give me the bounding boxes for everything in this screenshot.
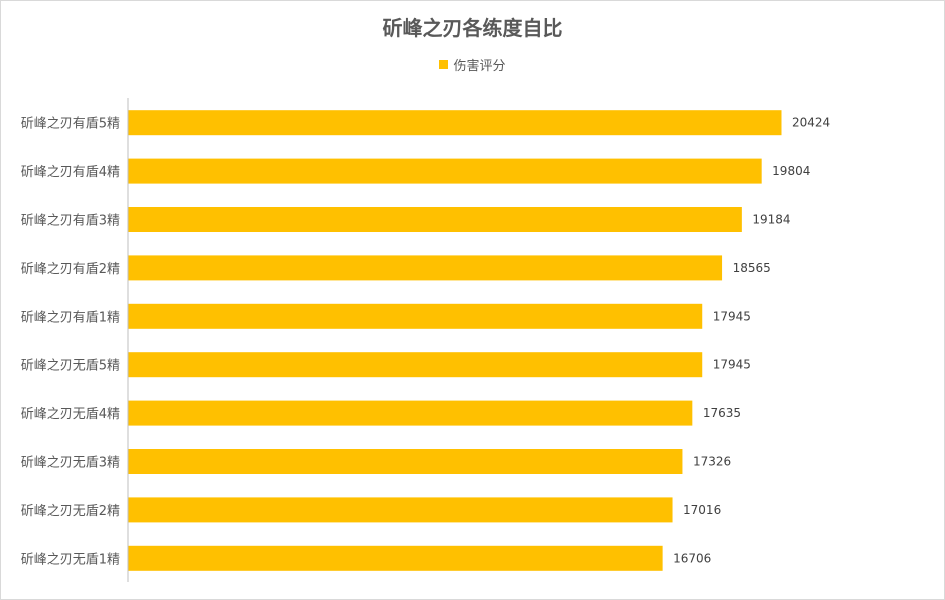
bar-2: [128, 158, 762, 184]
legend-swatch: [439, 60, 449, 69]
category-label: 斫峰之刃无盾3精: [21, 456, 120, 471]
legend-label: 伤害评分: [453, 59, 506, 74]
data-label: 17326: [693, 455, 731, 469]
category-label: 斫峰之刃有盾4精: [21, 165, 120, 180]
bar-4: [128, 255, 723, 281]
bar-5: [128, 303, 703, 329]
bar-6: [128, 352, 703, 378]
category-label: 斫峰之刃有盾3精: [21, 214, 120, 229]
data-label: 17945: [713, 358, 751, 372]
data-label: 17016: [683, 503, 721, 517]
bar-9: [128, 497, 673, 523]
data-label: 19184: [752, 213, 790, 227]
category-label: 斫峰之刃有盾5精: [21, 117, 120, 132]
data-label: 17945: [713, 309, 751, 323]
bar-3: [128, 207, 742, 232]
category-label: 斫峰之刃无盾4精: [21, 407, 120, 422]
category-label: 斫峰之刃无盾5精: [21, 359, 120, 374]
chart-title: 斫峰之刃各练度自比: [382, 16, 563, 40]
bar-1: [128, 110, 782, 136]
category-label: 斫峰之刃无盾2精: [21, 504, 120, 519]
bar-10: [128, 545, 663, 571]
data-label: 17635: [703, 406, 741, 420]
data-label: 19804: [772, 164, 810, 178]
category-label: 斫峰之刃无盾1精: [21, 552, 120, 567]
legend: 伤害评分: [0, 55, 945, 74]
data-label: 16706: [673, 551, 711, 565]
category-label: 斫峰之刃有盾2精: [21, 262, 120, 277]
data-label: 20424: [792, 116, 830, 130]
category-label: 斫峰之刃有盾1精: [21, 310, 120, 325]
data-label: 18565: [733, 261, 771, 275]
bar-8: [128, 449, 683, 474]
bar-7: [128, 400, 693, 426]
